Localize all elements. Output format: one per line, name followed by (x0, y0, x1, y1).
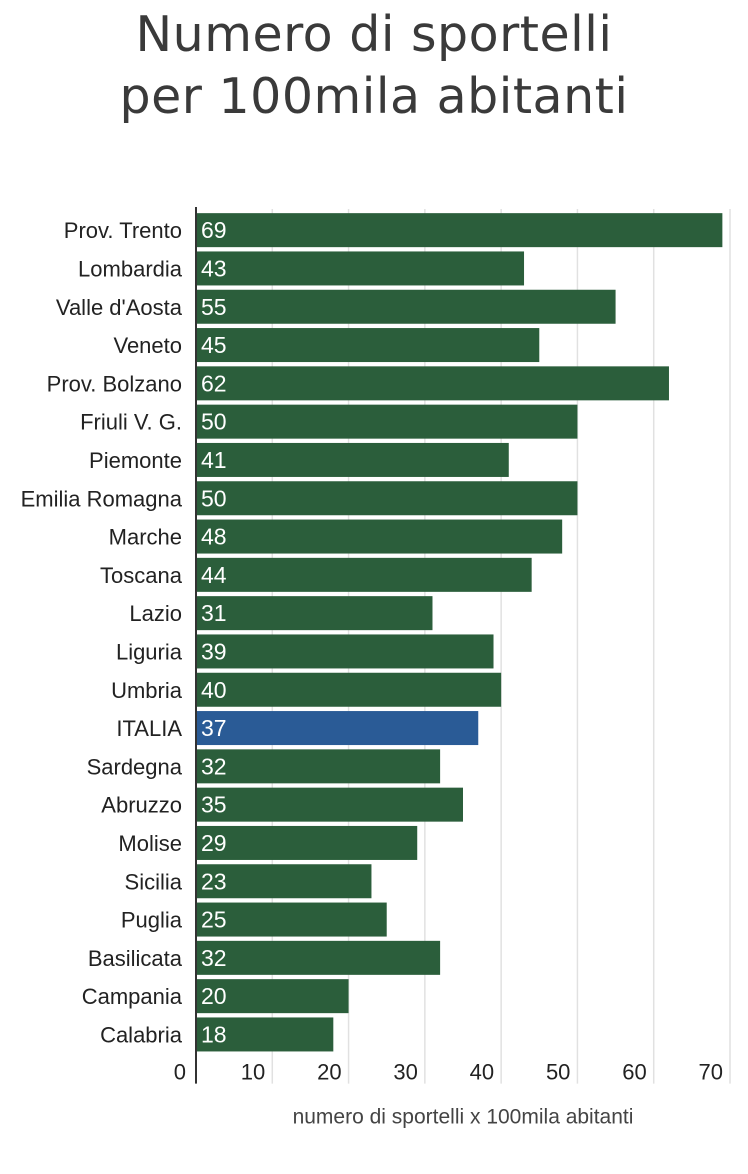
value-labels: 69 43 55 45 62 50 41 50 48 44 31 39 40 37 32 35 29 23 25 32… (201, 217, 227, 1047)
category-label: Campania (82, 984, 183, 1009)
value-label: 50 (201, 485, 227, 511)
value-label: 18 (201, 1021, 227, 1047)
x-axis-label: numero di sportelli x 100mila abitanti (293, 1106, 634, 1129)
bar (196, 979, 349, 1014)
category-label: Toscana (100, 563, 183, 588)
category-label: Lazio (129, 601, 182, 626)
bar (196, 902, 387, 937)
x-tick-label: 30 (393, 1060, 417, 1085)
value-label: 29 (201, 830, 227, 856)
x-tick-label: 0 (174, 1060, 186, 1085)
x-tick-label: 10 (241, 1060, 265, 1085)
bar (196, 787, 463, 822)
bar (196, 634, 494, 669)
category-label: Abruzzo (101, 793, 182, 818)
bar (196, 519, 563, 554)
category-label: Prov. Bolzano (47, 371, 182, 396)
bar (196, 711, 479, 746)
x-tick-label: 60 (622, 1060, 646, 1085)
value-label: 32 (201, 753, 227, 779)
bars (196, 213, 723, 1052)
category-label: Basilicata (88, 946, 183, 971)
bar (196, 404, 578, 439)
bar (196, 825, 418, 860)
category-label: Liguria (116, 639, 183, 664)
bar (196, 328, 540, 363)
bar (196, 1017, 334, 1052)
chart-title-line-1: Numero di sportelli (135, 6, 613, 63)
x-tick-label: 40 (470, 1060, 494, 1085)
category-label: Veneto (113, 333, 182, 358)
category-label: Calabria (100, 1022, 183, 1047)
bar (196, 749, 441, 784)
category-label: ITALIA (116, 716, 182, 741)
value-label: 40 (201, 677, 227, 703)
value-label: 48 (201, 524, 227, 550)
bar (196, 672, 502, 707)
chart-title-line-2: per 100mila abitanti (119, 68, 629, 125)
value-label: 50 (201, 409, 227, 435)
value-label: 44 (201, 562, 227, 588)
value-label: 62 (201, 370, 227, 396)
category-labels: Prov. Trento Lombardia Valle d'Aosta Veneto… (21, 218, 183, 1047)
bar (196, 557, 532, 592)
value-label: 23 (201, 868, 227, 894)
category-label: Sardegna (87, 754, 183, 779)
value-label: 39 (201, 638, 227, 664)
value-label: 20 (201, 983, 227, 1009)
category-label: Lombardia (78, 256, 183, 281)
category-label: Marche (109, 525, 182, 550)
value-label: 69 (201, 217, 227, 243)
value-label: 31 (201, 600, 227, 626)
category-label: Sicilia (125, 869, 183, 894)
bar (196, 481, 578, 516)
bar (196, 940, 441, 975)
value-label: 35 (201, 792, 227, 818)
bar (196, 442, 509, 477)
x-tick-label: 50 (546, 1060, 570, 1085)
bar (196, 289, 616, 324)
category-label: Molise (118, 831, 182, 856)
value-label: 25 (201, 907, 227, 933)
value-label: 41 (201, 447, 227, 473)
chart-title: Numero di sportelli per 100mila abitanti (0, 4, 748, 128)
category-label: Valle d'Aosta (56, 295, 183, 320)
bar (196, 596, 433, 631)
bar (196, 251, 525, 286)
bar (196, 366, 669, 401)
bar (196, 864, 372, 899)
bar (196, 213, 723, 248)
x-tick-label: 70 (699, 1060, 723, 1085)
value-label: 37 (201, 715, 227, 741)
value-label: 43 (201, 255, 227, 281)
value-label: 32 (201, 945, 227, 971)
x-tick-label: 20 (317, 1060, 341, 1085)
category-label: Emilia Romagna (21, 486, 183, 511)
value-label: 55 (201, 294, 227, 320)
category-label: Piemonte (89, 448, 182, 473)
x-tick-labels: 0 10 20 30 40 50 60 70 (174, 1060, 723, 1085)
value-label: 45 (201, 332, 227, 358)
category-label: Umbria (111, 678, 183, 703)
category-label: Friuli V. G. (80, 410, 182, 435)
category-label: Puglia (121, 908, 183, 933)
category-label: Prov. Trento (64, 218, 182, 243)
